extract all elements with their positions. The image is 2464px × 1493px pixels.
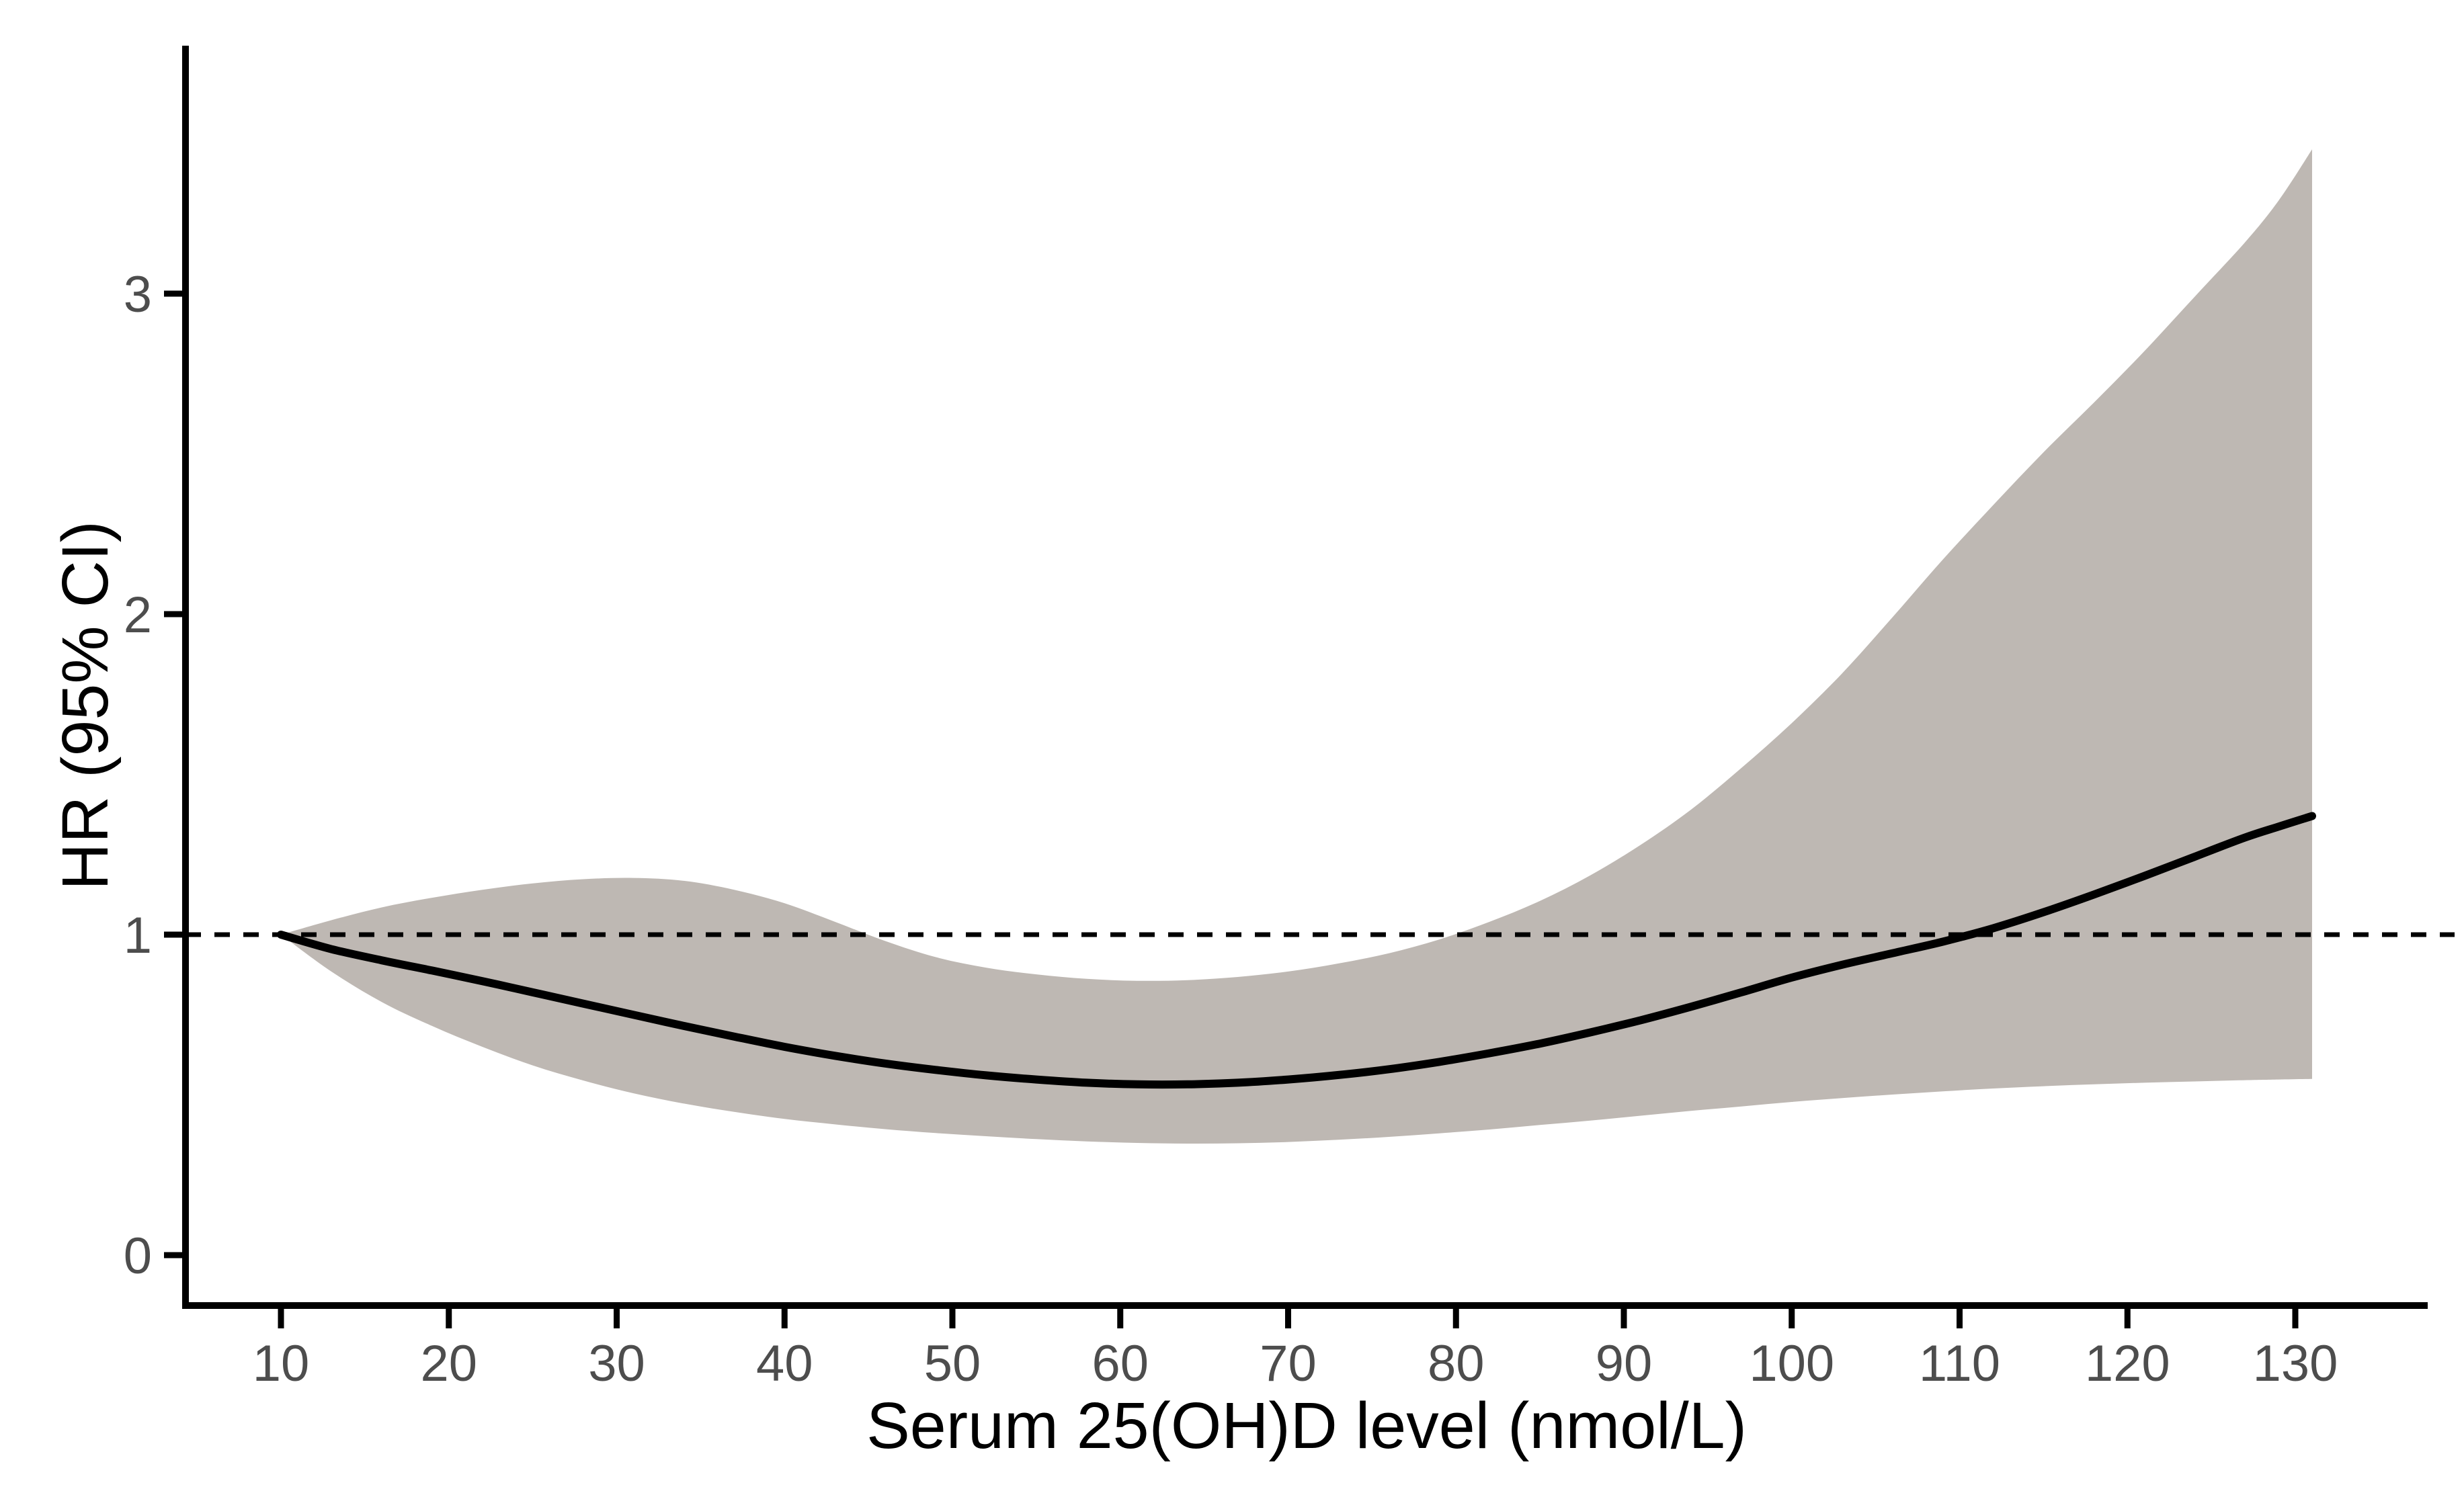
y-tick-label: 0 (124, 1228, 152, 1285)
y-tick-label: 3 (124, 266, 152, 323)
x-tick-label: 80 (1428, 1335, 1485, 1392)
x-tick-label: 40 (756, 1335, 813, 1392)
hr-curve (277, 812, 2316, 1089)
y-axis-ticks: 0 1 2 3 (124, 266, 186, 1285)
x-tick-label: 130 (2253, 1335, 2338, 1392)
x-tick-label: 10 (253, 1335, 310, 1392)
y-axis-title: HR (95% CI) (48, 521, 122, 890)
x-tick-label: 50 (924, 1335, 981, 1392)
x-tick-label: 30 (588, 1335, 645, 1392)
x-tick-label: 110 (1919, 1335, 2000, 1392)
confidence-band (281, 149, 2312, 1144)
x-axis-title: Serum 25(OH)D level (nmol/L) (866, 1389, 1747, 1462)
x-tick-label: 60 (1092, 1335, 1149, 1392)
x-axis-ticks: 10 20 30 40 50 60 70 80 90 100 110 120 130 (253, 1306, 2338, 1392)
x-tick-label: 90 (1596, 1335, 1653, 1392)
x-tick-label: 100 (1749, 1335, 1834, 1392)
x-tick-label: 20 (420, 1335, 477, 1392)
x-tick-label: 120 (2085, 1335, 2170, 1392)
x-tick-label: 70 (1260, 1335, 1317, 1392)
y-tick-label: 2 (124, 587, 152, 644)
y-tick-label: 1 (124, 907, 152, 964)
